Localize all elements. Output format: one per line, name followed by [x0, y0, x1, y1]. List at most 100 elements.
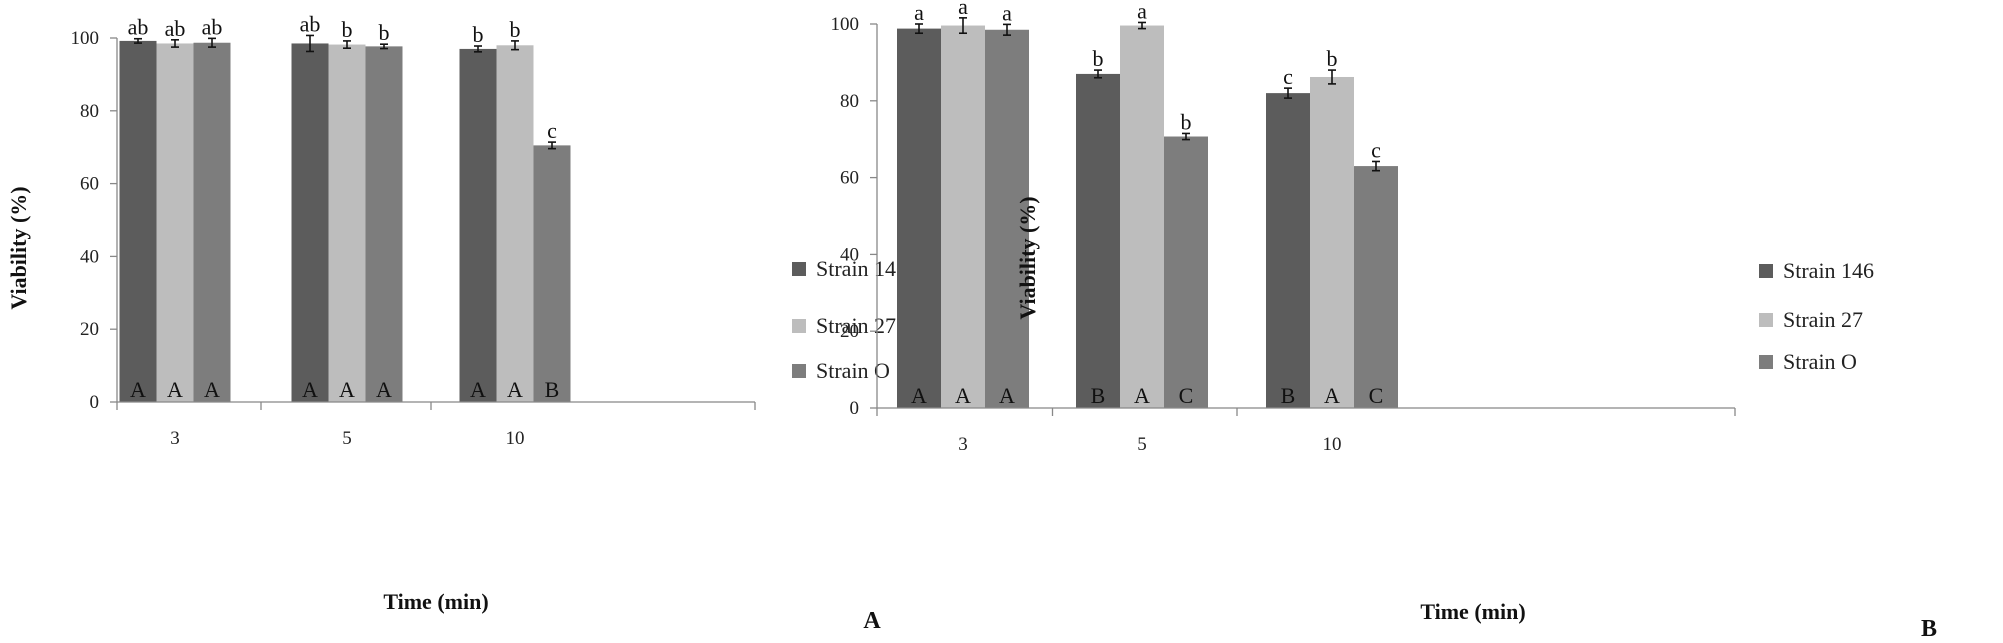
significance-letter-bottom: A: [955, 383, 971, 408]
significance-letter-top: a: [1137, 0, 1147, 23]
y-tick-label: 20: [80, 319, 99, 340]
x-tick-label: 3: [958, 434, 968, 455]
significance-letter-bottom: B: [1091, 383, 1106, 408]
bars-group: [897, 25, 1398, 409]
significance-letter-top: b: [510, 17, 521, 42]
panel-label: A: [863, 608, 881, 634]
significance-letter-bottom: A: [339, 377, 355, 402]
significance-letter-top: b: [1327, 46, 1338, 71]
significance-letter-top: b: [1093, 46, 1104, 71]
bar: [291, 43, 329, 403]
x-tick-label: 10: [506, 428, 525, 449]
legend-label: Strain O: [816, 358, 890, 383]
x-tick-label: 5: [1137, 434, 1147, 455]
significance-letter-top: a: [914, 0, 924, 25]
significance-labels-group: ab Aab Aab Aab Ab Ab Ab Ab Ac B: [128, 11, 560, 402]
significance-letter-bottom: A: [1324, 383, 1340, 408]
legend-swatch: [1759, 264, 1773, 278]
y-tick-label: 60: [80, 174, 99, 195]
significance-letter-top: ab: [202, 14, 223, 39]
bar: [365, 46, 403, 402]
bar: [459, 48, 497, 403]
significance-letter-bottom: A: [911, 383, 927, 408]
bar: [156, 43, 194, 403]
legend-label: Strain 146: [1783, 258, 1874, 283]
bar: [328, 44, 366, 402]
legend-swatch: [792, 262, 806, 276]
bar: [533, 145, 571, 402]
significance-letter-bottom: A: [204, 377, 220, 402]
significance-letter-top: b: [342, 17, 353, 42]
significance-letter-top: a: [1002, 0, 1012, 25]
y-tick-label: 40: [840, 244, 859, 265]
significance-letter-bottom: C: [1179, 383, 1194, 408]
significance-labels-group: a Aa Aa Ab Ba Ab Cc Bb Ac C: [911, 0, 1383, 408]
significance-letter-bottom: A: [167, 377, 183, 402]
significance-letter-bottom: A: [376, 377, 392, 402]
y-tick-label: 80: [840, 91, 859, 112]
y-tick-label: 100: [831, 14, 860, 35]
bar: [119, 40, 157, 403]
significance-letter-top: b: [379, 20, 390, 45]
y-tick-label: 0: [90, 392, 100, 413]
significance-letter-bottom: A: [507, 377, 523, 402]
bar: [1310, 76, 1354, 408]
significance-letter-bottom: A: [1134, 383, 1150, 408]
y-tick-label: 40: [80, 246, 99, 267]
significance-letter-top: c: [547, 118, 557, 143]
y-tick-label: 0: [850, 398, 860, 419]
x-axis-title: Time (min): [383, 589, 488, 614]
error-bars-group: [134, 34, 556, 150]
significance-letter-top: c: [1283, 64, 1293, 89]
significance-letter-bottom: C: [1369, 383, 1384, 408]
significance-letter-bottom: A: [130, 377, 146, 402]
bar: [1120, 25, 1164, 408]
significance-letter-bottom: B: [1281, 383, 1296, 408]
significance-letter-top: a: [958, 0, 968, 19]
bars-group: [119, 40, 571, 403]
legend-label: Strain 27: [816, 313, 896, 338]
significance-letter-top: b: [473, 22, 484, 47]
legend-swatch: [1759, 355, 1773, 369]
legend-swatch: [792, 364, 806, 378]
x-axis-title: Time (min): [1420, 599, 1525, 624]
significance-letter-bottom: A: [302, 377, 318, 402]
significance-letter-top: c: [1371, 137, 1381, 162]
panel-label: B: [1921, 616, 1937, 642]
x-tick-label: 5: [342, 428, 352, 449]
bar: [897, 28, 941, 408]
significance-letter-top: ab: [165, 16, 186, 41]
significance-letter-top: b: [1181, 109, 1192, 134]
significance-letter-bottom: B: [545, 377, 560, 402]
legend-label: Strain 27: [1783, 307, 1863, 332]
significance-letter-bottom: A: [470, 377, 486, 402]
bar: [1354, 166, 1398, 408]
bar: [1266, 93, 1310, 409]
significance-letter-top: ab: [300, 11, 321, 36]
legend-swatch: [792, 319, 806, 333]
bar: [1076, 73, 1120, 409]
legend-swatch: [1759, 313, 1773, 327]
legend: Strain 146 Strain 27 Strain O: [792, 256, 907, 383]
legend: Strain 146 Strain 27 Strain O: [1759, 258, 1874, 374]
x-tick-label: 10: [1323, 434, 1342, 455]
y-tick-label: 20: [840, 321, 859, 342]
bar: [193, 42, 231, 403]
y-axis-title: Viability (%): [1015, 196, 1040, 319]
y-axis-title: Viability (%): [6, 186, 31, 309]
bar: [941, 25, 985, 408]
significance-letter-top: ab: [128, 15, 149, 40]
bar: [1164, 136, 1208, 408]
y-tick-label: 100: [71, 28, 100, 49]
significance-letter-bottom: A: [999, 383, 1015, 408]
legend-label: Strain O: [1783, 349, 1857, 374]
legend-label: Strain 146: [816, 256, 907, 281]
error-bars-group: [915, 17, 1380, 172]
x-tick-label: 3: [170, 428, 180, 449]
y-tick-label: 60: [840, 168, 859, 189]
